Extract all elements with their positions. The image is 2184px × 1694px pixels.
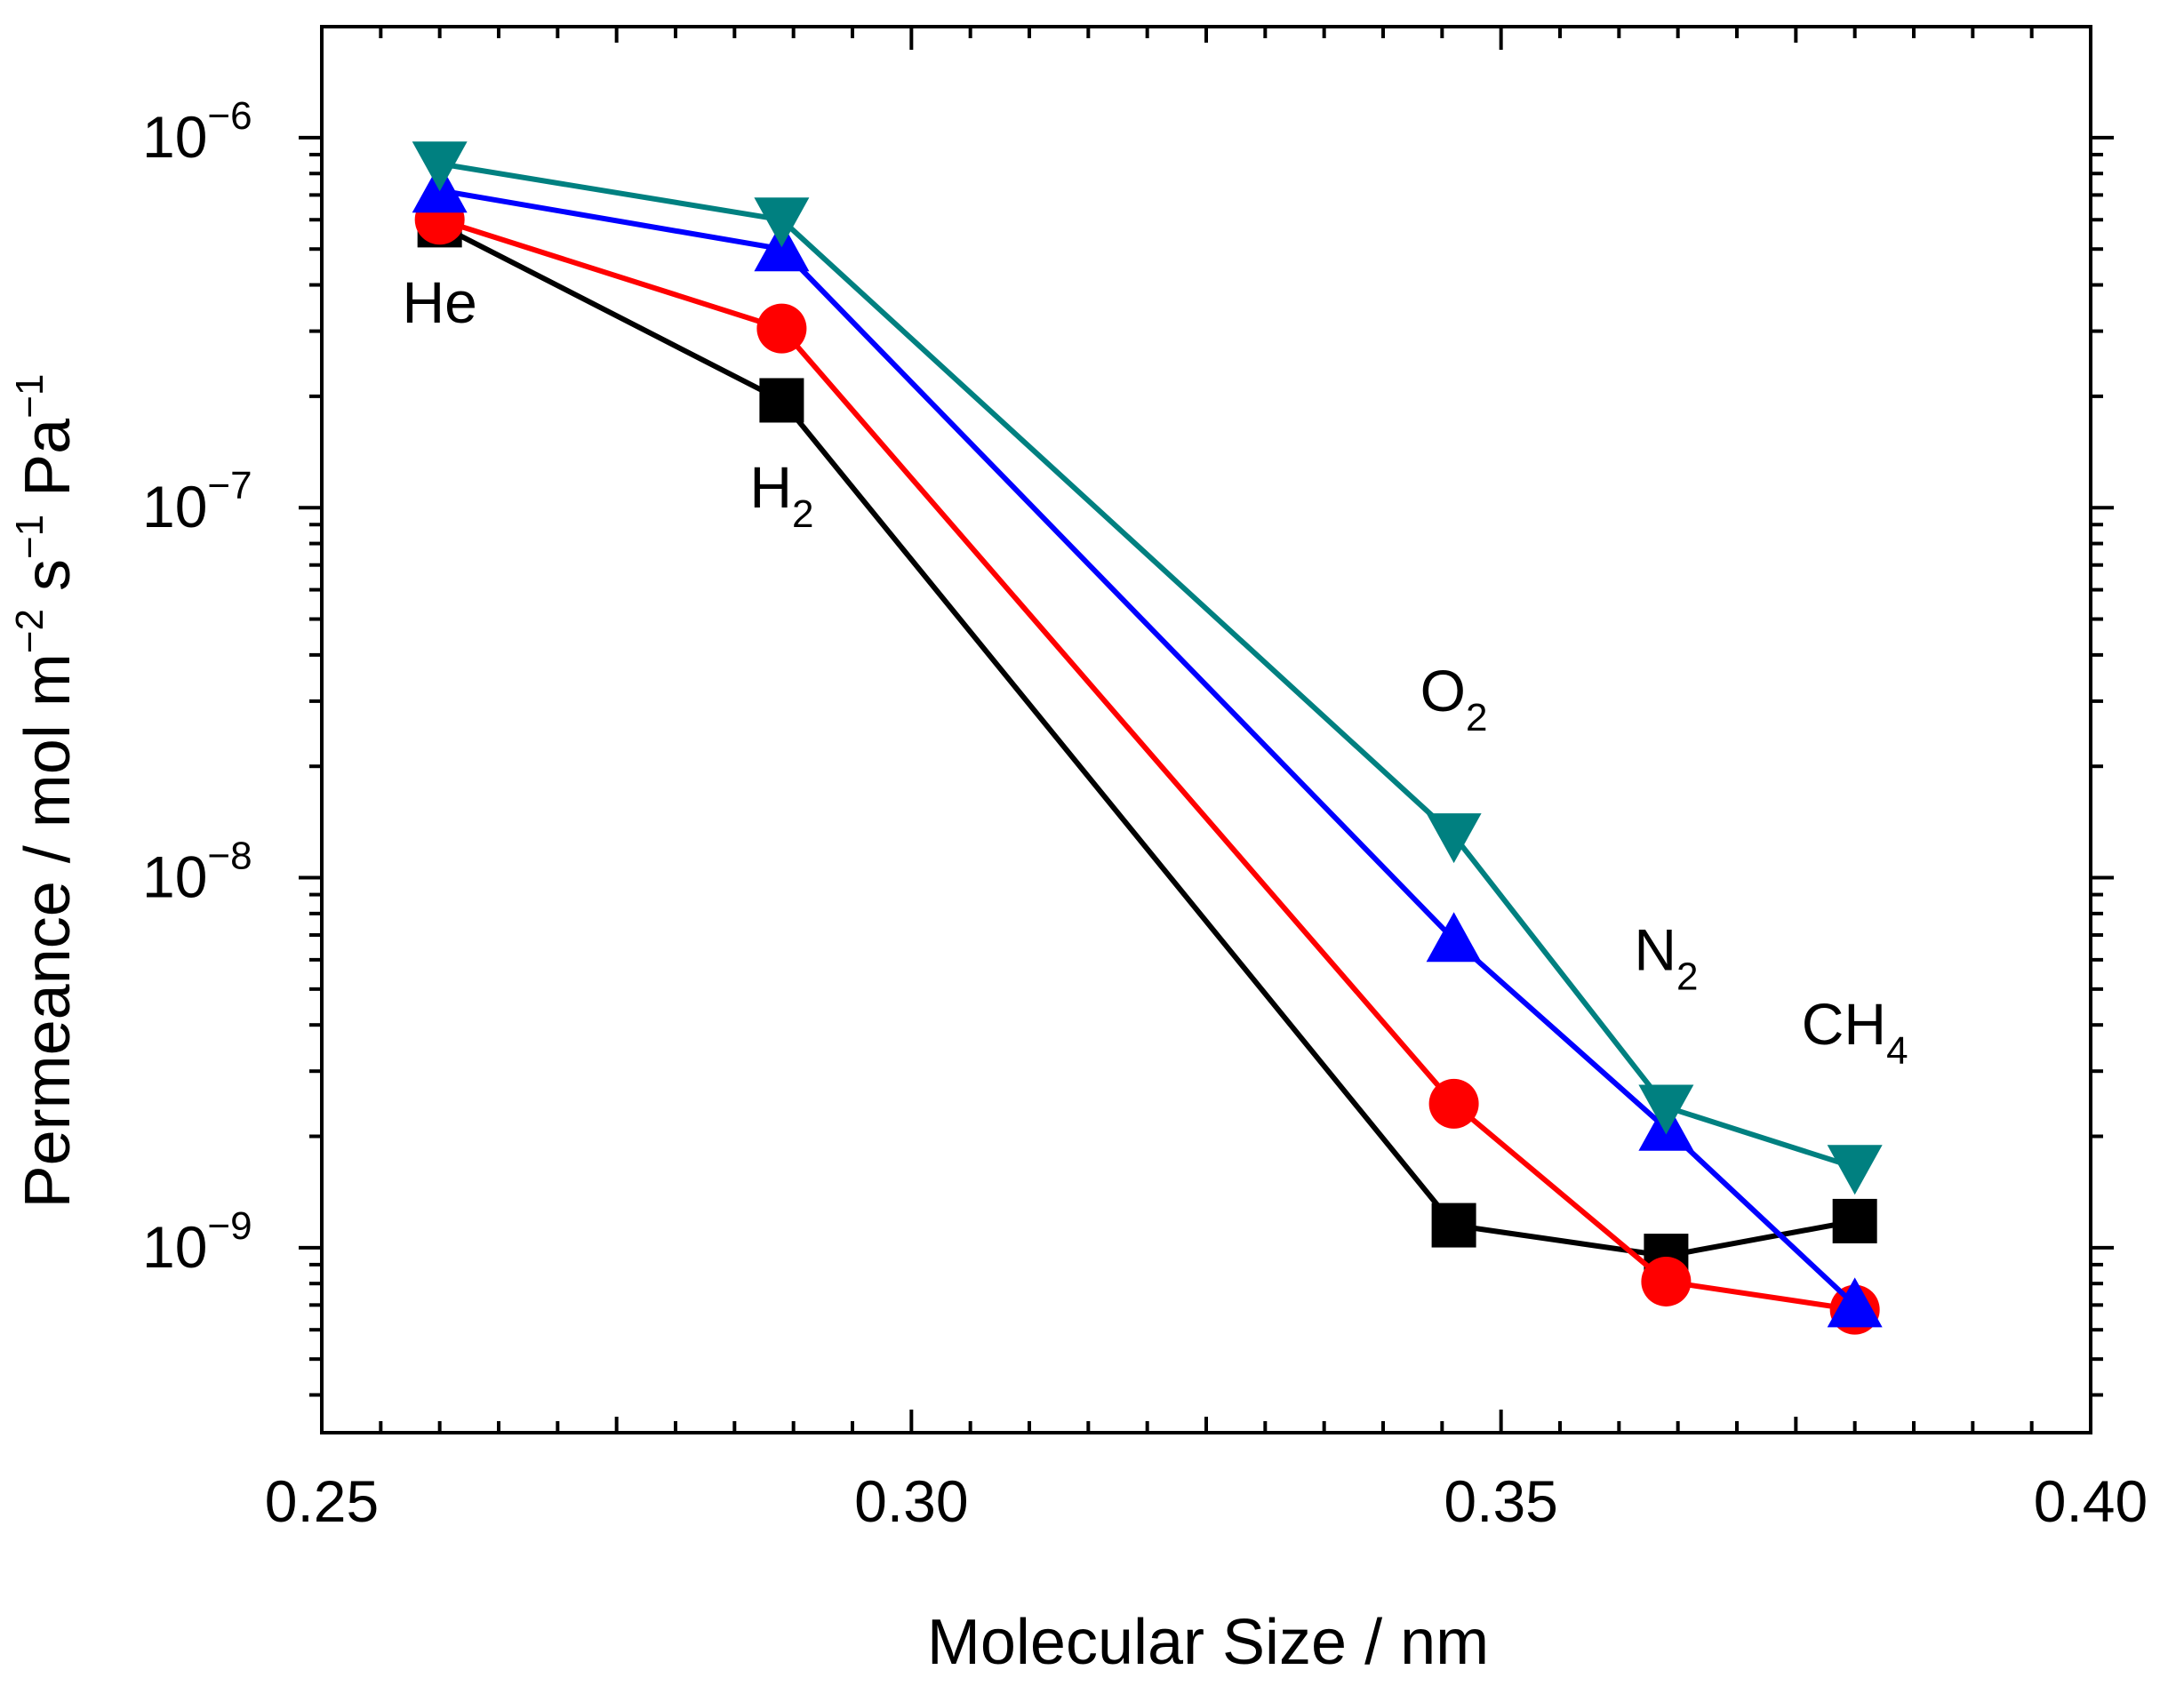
x-tick-label: 0.35 [1444, 1468, 1557, 1534]
marker-square [1431, 1203, 1476, 1248]
marker-circle [756, 303, 807, 354]
gas-label-he: He [402, 269, 476, 335]
y-tick-label-base: 10 [142, 1214, 207, 1280]
y-tick-label: 10−6 [142, 94, 252, 170]
y-axis-title: Permeance / mol m−2 s−1 Pa−1 [8, 374, 84, 1209]
y-tick-label: 10−7 [142, 464, 252, 539]
gas-label-ch4: CH4 [1802, 991, 1908, 1073]
series-line-triangle-down [439, 161, 1856, 1171]
y-tick-label-exp: −9 [207, 1204, 252, 1248]
y-axis-title-pa: Pa [12, 418, 84, 515]
x-axis-ticks: 0.25 0.30 0.35 0.40 [265, 27, 2148, 1534]
y-tick-label-exp: −6 [207, 94, 252, 138]
y-tick-label: 10−9 [142, 1204, 252, 1280]
y-axis-ticks: 10−610−710−810−9 [142, 94, 2114, 1397]
y-tick-label-exp: −8 [207, 835, 252, 878]
marker-triangle-down [754, 197, 810, 248]
series-triangle-up [412, 163, 1883, 1328]
marker-circle [1428, 1078, 1479, 1129]
gas-label-h2: H2 [749, 454, 813, 536]
marker-triangle-down [1638, 1084, 1694, 1135]
marker-triangle-down [1827, 1145, 1883, 1195]
marker-triangle-up [1426, 912, 1482, 963]
marker-square [1832, 1198, 1877, 1243]
series-layer [412, 141, 1883, 1335]
marker-square [759, 378, 804, 423]
y-axis-title-s: s [12, 559, 84, 609]
y-axis-title-s-exp: −1 [8, 515, 52, 559]
plot-border [320, 25, 2092, 1434]
x-tick-label: 0.30 [854, 1468, 968, 1534]
y-axis-title-m-exp: −2 [8, 609, 52, 653]
y-axis-title-base: Permeance / mol m [12, 653, 84, 1208]
marker-circle [1641, 1256, 1692, 1306]
marker-triangle-down [1426, 813, 1482, 864]
marker-triangle-up [1827, 1277, 1883, 1328]
series-circle [414, 195, 1880, 1335]
y-tick-label-base: 10 [142, 104, 207, 170]
series-line-square [438, 222, 1856, 1259]
marker-triangle-down [412, 141, 468, 192]
y-tick-label-base: 10 [142, 844, 207, 910]
y-tick-label: 10−8 [142, 835, 252, 910]
x-tick-label: 0.40 [2034, 1468, 2148, 1534]
y-axis-title-pa-exp: −1 [8, 374, 52, 419]
y-tick-label-base: 10 [142, 474, 207, 539]
gas-label-o2: O2 [1420, 658, 1488, 739]
gas-labels: He H2 O2 N2 CH4 [402, 269, 1908, 1073]
x-axis-title: Molecular Size / nm [927, 1607, 1489, 1678]
gas-label-n2: N2 [1634, 917, 1698, 999]
y-tick-label-exp: −7 [207, 464, 252, 507]
x-tick-label: 0.25 [265, 1468, 379, 1534]
series-triangle-down [412, 141, 1883, 1195]
plot-frame [320, 25, 2092, 1434]
